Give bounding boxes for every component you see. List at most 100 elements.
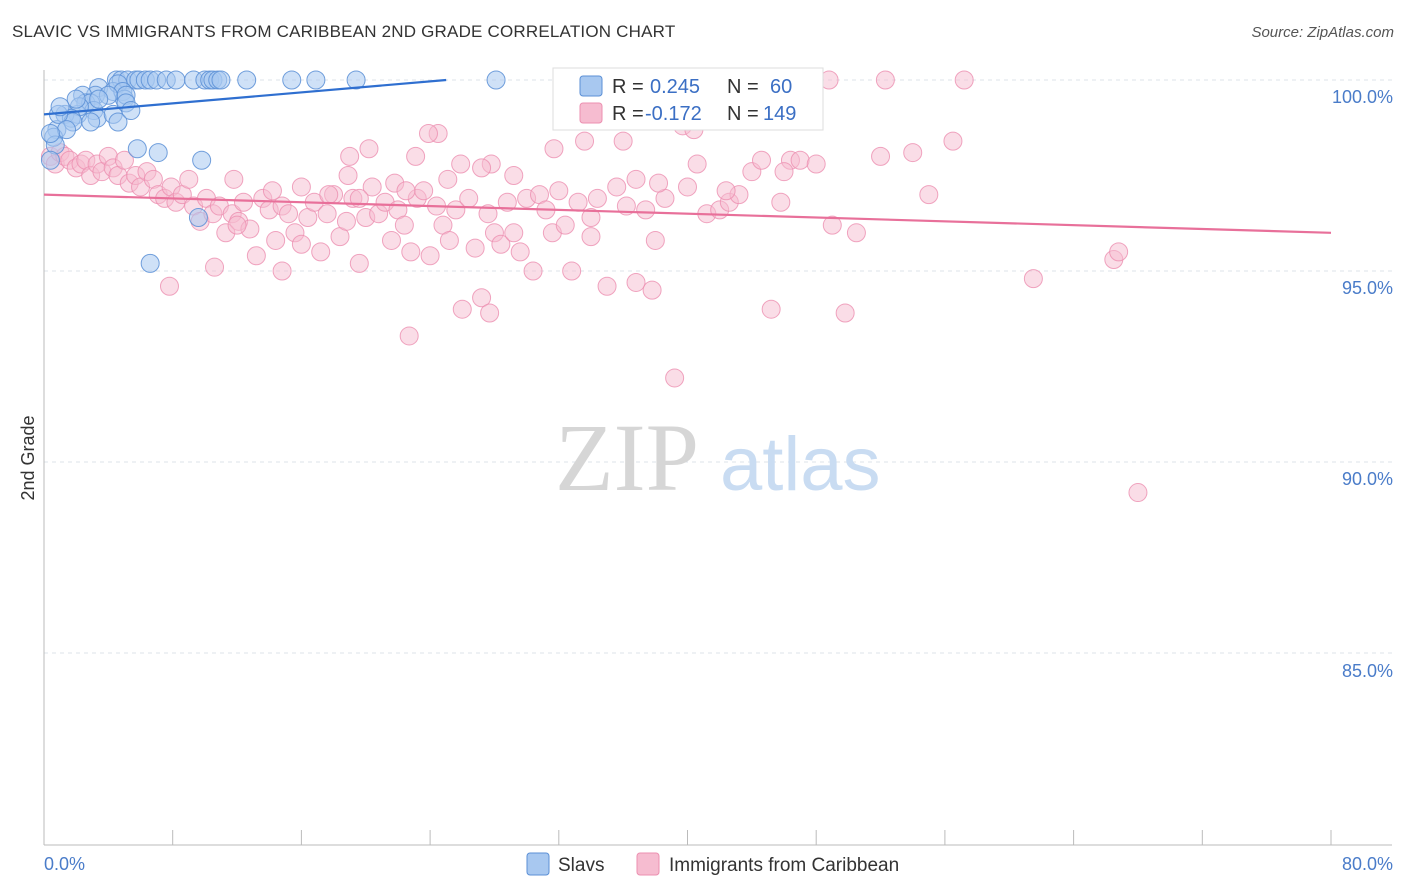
legend-swatch-slavs bbox=[579, 75, 603, 97]
slavs-point bbox=[40, 150, 60, 170]
legend-swatch-caribbean bbox=[579, 102, 603, 124]
caribbean-point bbox=[871, 146, 891, 166]
caribbean-point bbox=[774, 162, 794, 182]
caribbean-point bbox=[806, 154, 826, 174]
caribbean-point bbox=[396, 181, 416, 201]
caribbean-point bbox=[459, 188, 479, 208]
legend-r-value-2: -0.172 bbox=[645, 103, 702, 125]
caribbean-point bbox=[954, 70, 974, 90]
caribbean-point bbox=[227, 215, 247, 235]
caribbean-point bbox=[835, 303, 855, 323]
watermark-zip: ZIP bbox=[555, 404, 699, 511]
legend-n-label-2: N = bbox=[727, 103, 759, 125]
caribbean-point bbox=[1023, 269, 1043, 289]
caribbean-point bbox=[446, 200, 466, 220]
caribbean-point bbox=[581, 208, 601, 228]
x-tick-label-max: 80.0% bbox=[1342, 854, 1393, 874]
caribbean-point bbox=[472, 288, 492, 308]
caribbean-point bbox=[771, 192, 791, 212]
caribbean-point bbox=[420, 246, 440, 266]
caribbean-point bbox=[645, 230, 665, 250]
caribbean-point bbox=[626, 272, 646, 292]
caribbean-point bbox=[349, 253, 369, 273]
caribbean-point bbox=[943, 131, 963, 151]
caribbean-point bbox=[875, 70, 895, 90]
series-legend: Slavs Immigrants from Caribbean bbox=[526, 852, 899, 876]
caribbean-point bbox=[1109, 242, 1129, 262]
legend-n-label-1: N = bbox=[727, 76, 759, 98]
slavs-point bbox=[148, 143, 168, 163]
caribbean-point bbox=[480, 303, 500, 323]
slavs-point bbox=[282, 70, 302, 90]
legend-n-value-1: 60 bbox=[770, 76, 792, 98]
caribbean-point bbox=[846, 223, 866, 243]
caribbean-point bbox=[761, 299, 781, 319]
legend-r-value-1: 0.245 bbox=[650, 76, 700, 98]
caribbean-point bbox=[279, 204, 299, 224]
bottom-legend-label-caribbean: Immigrants from Caribbean bbox=[669, 855, 899, 876]
caribbean-point bbox=[233, 192, 253, 212]
caribbean-point bbox=[581, 227, 601, 247]
slavs-point bbox=[140, 253, 160, 273]
slavs-point bbox=[89, 89, 109, 109]
caribbean-point bbox=[224, 169, 244, 189]
caribbean-point bbox=[616, 196, 636, 216]
caribbean-point bbox=[555, 215, 575, 235]
caribbean-point bbox=[597, 276, 617, 296]
series-caribbean-points bbox=[40, 70, 1148, 503]
caribbean-point bbox=[919, 185, 939, 205]
caribbean-point bbox=[687, 154, 707, 174]
caribbean-point bbox=[359, 139, 379, 159]
caribbean-point bbox=[114, 150, 134, 170]
caribbean-point bbox=[452, 299, 472, 319]
caribbean-point bbox=[414, 181, 434, 201]
source-credit: Source: ZipAtlas.com bbox=[1251, 24, 1394, 41]
caribbean-point bbox=[311, 242, 331, 262]
caribbean-point bbox=[317, 204, 337, 224]
slavs-point bbox=[57, 120, 77, 140]
legend-r-label-2: R = bbox=[612, 103, 644, 125]
caribbean-point bbox=[549, 181, 569, 201]
slavs-point bbox=[121, 101, 141, 121]
caribbean-point bbox=[504, 166, 524, 185]
y-axis-title: 2nd Grade bbox=[18, 415, 38, 500]
caribbean-point bbox=[338, 166, 358, 185]
slavs-point bbox=[237, 70, 257, 90]
chart-title: SLAVIC VS IMMIGRANTS FROM CARIBBEAN 2ND … bbox=[12, 22, 676, 41]
x-axis-ticks bbox=[43, 830, 1332, 845]
caribbean-point bbox=[649, 173, 669, 193]
caribbean-point bbox=[291, 234, 311, 254]
slavs-point bbox=[81, 112, 101, 132]
caribbean-point bbox=[636, 200, 656, 220]
slavs-point bbox=[66, 89, 86, 109]
slavs-point bbox=[188, 208, 208, 228]
caribbean-point bbox=[568, 192, 588, 212]
slavs-point bbox=[40, 123, 60, 143]
caribbean-point bbox=[575, 131, 595, 151]
caribbean-point bbox=[587, 188, 607, 208]
caribbean-point bbox=[438, 169, 458, 189]
caribbean-point bbox=[439, 230, 459, 250]
caribbean-point bbox=[465, 238, 485, 258]
slavs-point bbox=[346, 70, 366, 90]
slavs-point bbox=[306, 70, 326, 90]
slavs-point bbox=[127, 139, 147, 159]
slavs-point bbox=[211, 70, 231, 90]
caribbean-point bbox=[246, 246, 266, 266]
y-tick-label-85: 85.0% bbox=[1342, 661, 1393, 681]
caribbean-point bbox=[205, 257, 225, 277]
caribbean-point bbox=[562, 261, 582, 281]
caribbean-point bbox=[716, 181, 736, 201]
bottom-legend-label-slavs: Slavs bbox=[558, 855, 604, 876]
caribbean-point bbox=[497, 192, 517, 212]
watermark-atlas: atlas bbox=[720, 422, 881, 507]
caribbean-point bbox=[1128, 483, 1148, 503]
caribbean-point bbox=[642, 280, 662, 300]
caribbean-point bbox=[451, 154, 471, 174]
caribbean-point bbox=[472, 158, 492, 178]
caribbean-point bbox=[790, 150, 810, 170]
caribbean-point bbox=[626, 169, 646, 189]
caribbean-point bbox=[678, 177, 697, 197]
caribbean-point bbox=[665, 368, 685, 388]
caribbean-point bbox=[510, 242, 530, 262]
